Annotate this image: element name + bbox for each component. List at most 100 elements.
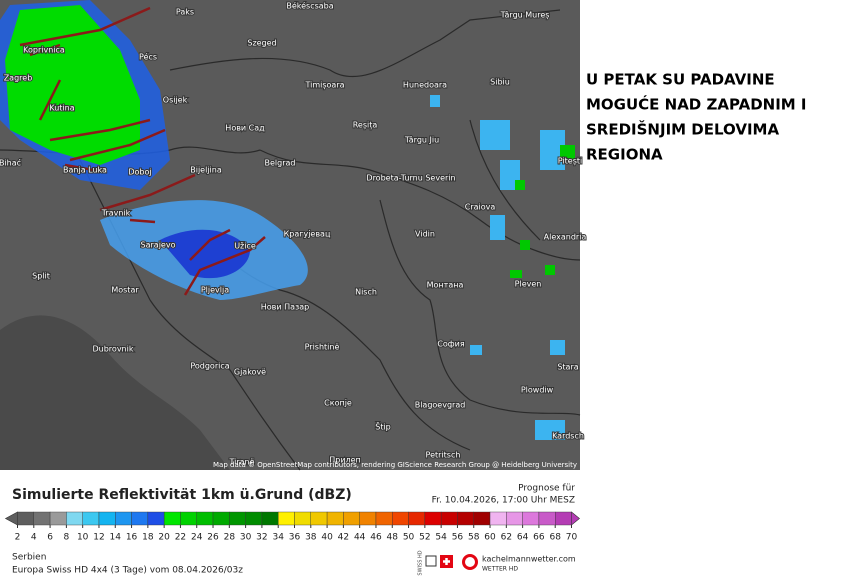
headline-line: SREDIŠNJIM DELOVIMA	[586, 120, 779, 139]
place-label: Doboj	[128, 168, 151, 177]
scale-segment	[82, 511, 100, 526]
brand-logo-inner	[465, 557, 475, 567]
place-label: Târgu Jiu	[404, 136, 439, 145]
scale-tick-label: 10	[77, 533, 89, 543]
scale-segment	[180, 511, 197, 526]
scale-tick-label: 26	[207, 533, 219, 543]
place-label: Крагујевац	[284, 230, 331, 239]
scale-segment	[506, 511, 523, 526]
scale-tick-label: 6	[47, 533, 53, 543]
place-label: Petritsch	[426, 451, 461, 460]
place-label: Pécs	[139, 52, 157, 62]
place-label: Pljevlja	[201, 286, 229, 295]
scale-tick-label: 24	[191, 533, 203, 543]
scale-tick-label: 2	[15, 533, 21, 543]
scale-segment	[489, 511, 507, 526]
badge: SWISS HD	[418, 550, 424, 575]
scale-tick-label: 30	[240, 533, 252, 543]
scale-segment	[49, 511, 67, 526]
place-label: Bijeljina	[190, 166, 222, 175]
sea	[0, 315, 230, 470]
scale-tick-label: 60	[484, 533, 496, 543]
forecast-time: Fr. 10.04.2026, 17:00 Uhr MESZ	[432, 496, 575, 506]
scale-segment	[326, 511, 344, 526]
place-label: Vidin	[415, 230, 435, 239]
place-label: Podgorica	[190, 362, 229, 371]
scale-tick-label: 52	[419, 533, 430, 543]
scale-tick-label: 70	[566, 533, 578, 543]
place-label: Štip	[375, 421, 391, 432]
scale-segment	[538, 511, 556, 526]
brand-sub: WETTER HD	[482, 566, 518, 573]
place-label: Split	[32, 272, 50, 281]
scale-tick-label: 34	[272, 533, 284, 543]
scale-segment	[473, 511, 491, 526]
scale-segment	[278, 511, 295, 526]
place-label: Bihać	[0, 158, 21, 168]
place-label: Békéscsaba	[286, 1, 333, 11]
place-label: Plowdiw	[521, 386, 554, 395]
scale-segment	[522, 511, 540, 526]
scale-segment	[392, 511, 409, 526]
scale-segment	[212, 511, 230, 526]
place-label: Paks	[176, 8, 194, 17]
scale-tick-label: 54	[435, 533, 447, 543]
place-label: Târgu Mureș	[500, 11, 550, 21]
scale-segment	[17, 511, 34, 526]
scale-tick-label: 66	[533, 533, 545, 543]
region: Serbien	[12, 553, 46, 563]
scale-tick-label: 44	[354, 533, 366, 543]
place-label: Hunedoara	[403, 81, 447, 90]
scale-segment	[229, 511, 246, 526]
place-label: Прилеп	[329, 456, 361, 465]
scale-segment	[33, 511, 51, 526]
scale-tick-label: 56	[452, 533, 464, 543]
place-label: Blagoevgrad	[415, 401, 466, 410]
scale-segment	[115, 511, 132, 526]
headline: U PETAK SU PADAVINE MOGUĆE NAD ZAPADNIM I…	[586, 71, 807, 164]
scale-segment	[245, 511, 263, 526]
place-label: Belgrad	[265, 159, 296, 168]
scale-segment	[310, 511, 328, 526]
scale-segment	[343, 511, 360, 526]
scale-tick-label: 4	[31, 533, 37, 543]
scale-tick-label: 40	[321, 533, 333, 543]
place-label: Mostar	[111, 286, 139, 295]
scale-segment	[408, 511, 426, 526]
swiss-cross	[443, 558, 450, 565]
scale-segment	[147, 511, 165, 526]
place-label: Timișoara	[304, 81, 344, 91]
headline-line: MOGUĆE NAD ZAPADNIM I	[586, 95, 807, 114]
scale-segment	[261, 511, 279, 526]
place-label: Gjakovë	[234, 368, 266, 377]
scale-tick-label: 48	[387, 533, 399, 543]
place-label: Sibiu	[490, 78, 510, 87]
wind-lines	[19, 6, 266, 296]
q-icon	[425, 555, 437, 567]
place-label: София	[437, 340, 465, 349]
scale-segment	[375, 511, 393, 526]
color-scale: 2 4 6 8 10 12 14 16 18 20 22 24 26 28 30 32 34 36 38 40 42 44…	[4, 511, 580, 543]
scale-tick-label: 8	[64, 533, 70, 543]
scale-tick-label: 64	[517, 533, 529, 543]
place-label: Stara	[557, 363, 578, 372]
brand: kachelmannwetter.com	[482, 555, 576, 564]
model-run: Europa Swiss HD 4x4 (3 Tage) vom 08.04.2…	[12, 566, 243, 576]
place-label: Alexandria	[544, 233, 587, 242]
place-label: Pitești	[558, 157, 582, 167]
scale-segment	[131, 511, 149, 526]
scale-tick-label: 16	[126, 533, 138, 543]
precipitation	[0, 0, 575, 440]
place-label: Szeged	[247, 39, 276, 48]
place-label: Скопје	[324, 399, 352, 408]
scale-segment	[359, 511, 377, 526]
scale-arrow-right	[571, 511, 580, 526]
scale-tick-label: 58	[468, 533, 480, 543]
place-label: Pleven	[515, 280, 542, 289]
scale-tick-label: 68	[549, 533, 561, 543]
scale-segment	[98, 511, 116, 526]
place-label: Нови Пазар	[261, 303, 310, 312]
place-label: Drobeta-Turnu Severin	[366, 174, 455, 183]
scale-tick-label: 22	[175, 533, 186, 543]
